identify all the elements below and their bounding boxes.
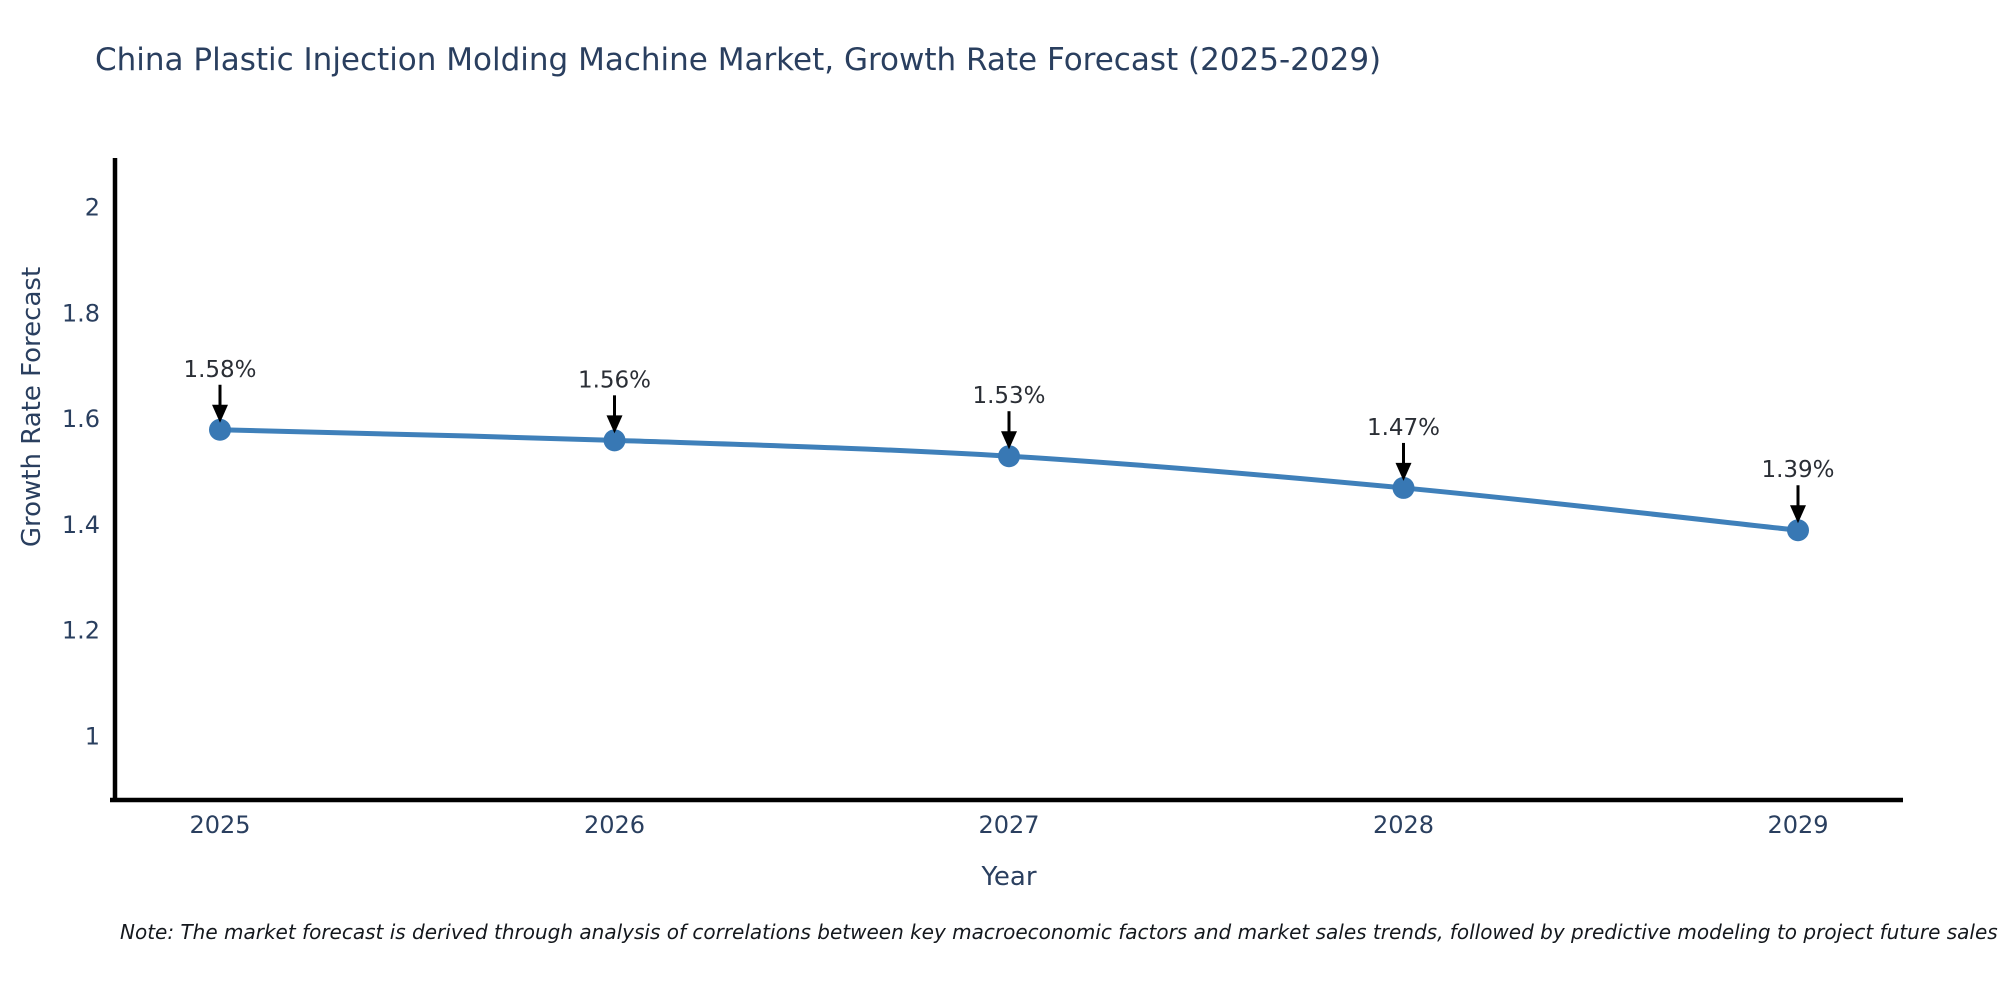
footnote: Note: The market forecast is derived thr…	[120, 920, 1998, 944]
x-tick-label: 2025	[189, 811, 250, 839]
data-point	[998, 445, 1020, 468]
point-annotation-label: 1.39%	[1761, 457, 1834, 483]
x-axis-title: Year	[980, 862, 1036, 892]
data-point	[1392, 476, 1415, 499]
data-point	[209, 418, 231, 441]
x-tick-label: 2028	[1373, 811, 1434, 839]
annotation-arrow-head	[1001, 431, 1017, 450]
annotation-arrow-head	[606, 415, 623, 434]
y-tick-label: 2	[85, 194, 100, 222]
data-point	[1787, 519, 1809, 542]
y-tick-label: 1.4	[62, 511, 100, 539]
point-annotation-label: 1.47%	[1367, 415, 1440, 441]
annotation-arrow-head	[212, 404, 228, 423]
point-annotation-label: 1.58%	[183, 357, 256, 383]
x-tick-label: 2027	[978, 811, 1039, 839]
annotation-arrow-head	[1790, 505, 1806, 524]
y-tick-label: 1	[85, 723, 100, 751]
x-tick-label: 2029	[1767, 811, 1828, 839]
point-annotation-label: 1.53%	[972, 383, 1045, 409]
chart-title: China Plastic Injection Molding Machine …	[95, 42, 1382, 78]
y-tick-label: 1.2	[62, 617, 100, 645]
y-tick-label: 1.8	[62, 299, 100, 327]
y-axis-title: Growth Rate Forecast	[17, 267, 47, 547]
point-annotation-label: 1.56%	[578, 367, 651, 393]
data-point	[603, 429, 626, 452]
annotation-arrow-head	[1395, 462, 1412, 481]
y-tick-label: 1.6	[62, 405, 100, 433]
x-tick-label: 2026	[584, 811, 645, 839]
